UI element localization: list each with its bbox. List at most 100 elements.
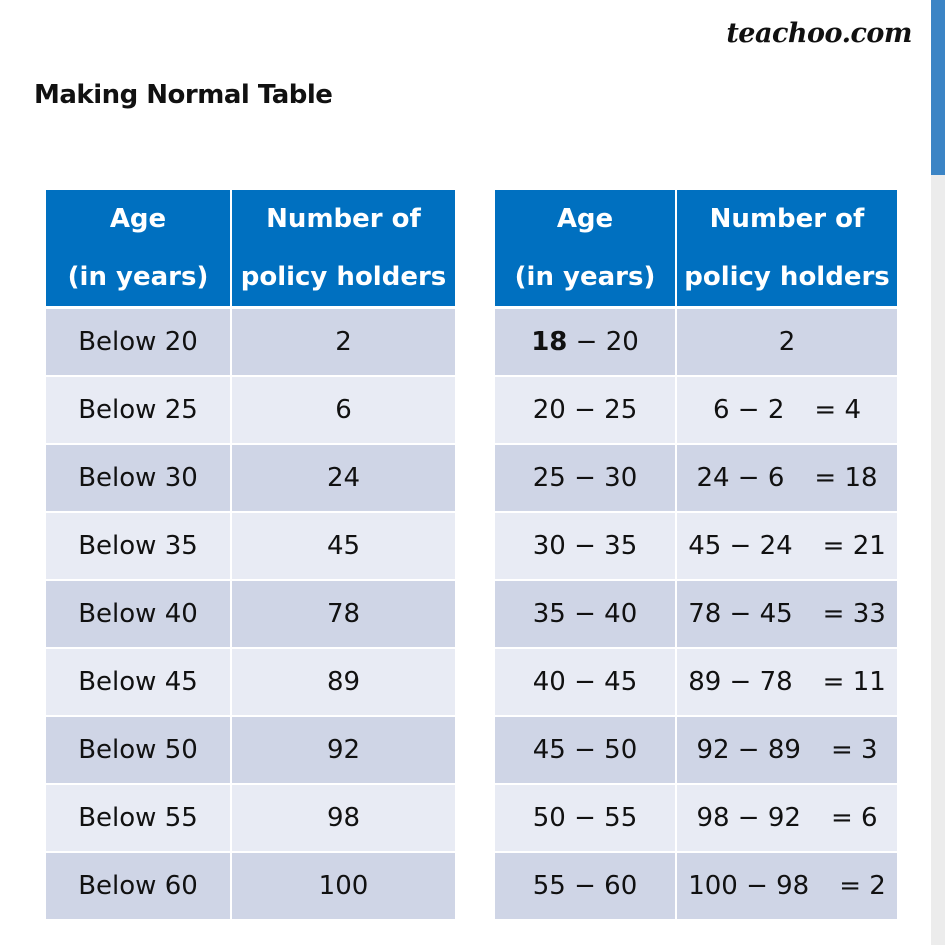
table-row: 55 − 60 100 − 98 = 2 bbox=[495, 852, 897, 919]
normal-frequency-table: Age (in years) Number of policy holders … bbox=[495, 190, 897, 919]
range-to: 55 bbox=[604, 803, 638, 833]
range-from: 18 bbox=[531, 327, 568, 357]
frequency-result: = 3 bbox=[830, 735, 878, 765]
header-age: Age (in years) bbox=[495, 190, 677, 309]
frequency-result: = 18 bbox=[814, 463, 878, 493]
frequency-cell: 78 − 45 = 33 bbox=[676, 580, 897, 649]
range-from: 35 bbox=[532, 599, 566, 629]
range-to: 35 bbox=[604, 531, 638, 561]
age-range-cell: 30 − 35 bbox=[495, 512, 677, 581]
header-count: Number of policy holders bbox=[231, 190, 455, 309]
side-scroll-bar bbox=[931, 0, 945, 945]
frequency-result: = 2 bbox=[839, 871, 886, 901]
header-count-line1: Number of bbox=[266, 204, 421, 234]
age-range-cell: 35 − 40 bbox=[495, 580, 677, 649]
count-cell: 78 bbox=[231, 580, 455, 649]
count-cell: 2 bbox=[231, 307, 455, 377]
frequency-cell: 100 − 98 = 2 bbox=[676, 852, 897, 919]
age-cell: Below 30 bbox=[46, 444, 232, 513]
frequency-cell: 24 − 6 = 18 bbox=[676, 444, 897, 513]
range-from: 50 bbox=[532, 803, 566, 833]
frequency-calc: 92 − 89 bbox=[696, 735, 801, 765]
frequency-cell: 98 − 92 = 6 bbox=[676, 784, 897, 853]
page-title: Making Normal Table bbox=[34, 80, 333, 110]
table-row: Below 35 45 bbox=[46, 512, 455, 581]
age-range-cell: 40 − 45 bbox=[495, 648, 677, 717]
count-cell: 92 bbox=[231, 716, 455, 785]
header-count-line1: Number of bbox=[709, 204, 865, 234]
table-row: Below 25 6 bbox=[46, 376, 455, 445]
frequency-result: = 33 bbox=[822, 599, 886, 629]
age-cell: Below 55 bbox=[46, 784, 232, 853]
range-to: 60 bbox=[604, 871, 638, 901]
frequency-calc: 78 − 45 bbox=[688, 599, 793, 629]
frequency-result: = 21 bbox=[822, 531, 886, 561]
frequency-result: = 6 bbox=[830, 803, 878, 833]
table-row: 18 − 20 2 bbox=[495, 307, 897, 377]
header-age: Age (in years) bbox=[46, 190, 232, 309]
age-range-cell: 18 − 20 bbox=[495, 307, 677, 377]
age-cell: Below 60 bbox=[46, 852, 232, 919]
age-cell: Below 20 bbox=[46, 307, 232, 377]
frequency-result: = 4 bbox=[814, 395, 861, 425]
count-cell: 98 bbox=[231, 784, 455, 853]
table-header-row: Age (in years) Number of policy holders bbox=[46, 190, 455, 309]
frequency-cell: 2 bbox=[676, 307, 897, 377]
range-to: 50 bbox=[604, 735, 638, 765]
range-from: 20 bbox=[532, 395, 566, 425]
frequency-cell: 92 − 89 = 3 bbox=[676, 716, 897, 785]
table-row: 35 − 40 78 − 45 = 33 bbox=[495, 580, 897, 649]
header-count: Number of policy holders bbox=[676, 190, 897, 309]
header-age-line2: (in years) bbox=[514, 262, 656, 292]
frequency-calc: 100 − 98 bbox=[688, 871, 810, 901]
range-to: 45 bbox=[604, 667, 638, 697]
age-cell: Below 25 bbox=[46, 376, 232, 445]
range-from: 55 bbox=[532, 871, 566, 901]
range-from: 25 bbox=[532, 463, 566, 493]
table-row: Below 40 78 bbox=[46, 580, 455, 649]
count-cell: 89 bbox=[231, 648, 455, 717]
frequency-calc: 24 − 6 bbox=[696, 463, 785, 493]
age-cell: Below 35 bbox=[46, 512, 232, 581]
header-age-line2: (in years) bbox=[67, 262, 209, 292]
age-range-cell: 45 − 50 bbox=[495, 716, 677, 785]
table-row: Below 60 100 bbox=[46, 852, 455, 919]
frequency-calc: 45 − 24 bbox=[688, 531, 793, 561]
count-cell: 6 bbox=[231, 376, 455, 445]
frequency-result: = 11 bbox=[822, 667, 886, 697]
age-range-cell: 20 − 25 bbox=[495, 376, 677, 445]
table-row: Below 45 89 bbox=[46, 648, 455, 717]
range-from: 45 bbox=[532, 735, 566, 765]
count-cell: 24 bbox=[231, 444, 455, 513]
frequency-cell: 45 − 24 = 21 bbox=[676, 512, 897, 581]
table-row: Below 55 98 bbox=[46, 784, 455, 853]
table-row: 20 − 25 6 − 2 = 4 bbox=[495, 376, 897, 445]
age-range-cell: 55 − 60 bbox=[495, 852, 677, 919]
age-cell: Below 50 bbox=[46, 716, 232, 785]
range-to: 30 bbox=[604, 463, 638, 493]
age-range-cell: 25 − 30 bbox=[495, 444, 677, 513]
frequency-cell: 89 − 78 = 11 bbox=[676, 648, 897, 717]
range-from: 30 bbox=[532, 531, 566, 561]
frequency-cell: 6 − 2 = 4 bbox=[676, 376, 897, 445]
table-row: Below 30 24 bbox=[46, 444, 455, 513]
table-row: 25 − 30 24 − 6 = 18 bbox=[495, 444, 897, 513]
table-row: Below 50 92 bbox=[46, 716, 455, 785]
side-accent-bar bbox=[931, 0, 945, 175]
brand-logo: teachoo.com bbox=[726, 18, 912, 49]
range-from: 40 bbox=[532, 667, 566, 697]
table-row: 30 − 35 45 − 24 = 21 bbox=[495, 512, 897, 581]
age-cell: Below 45 bbox=[46, 648, 232, 717]
table-row: Below 20 2 bbox=[46, 307, 455, 377]
header-count-line2: policy holders bbox=[240, 262, 447, 292]
frequency-calc: 98 − 92 bbox=[696, 803, 801, 833]
header-count-line2: policy holders bbox=[684, 262, 890, 292]
table-header-row: Age (in years) Number of policy holders bbox=[495, 190, 897, 309]
range-to: 25 bbox=[604, 395, 638, 425]
header-age-line1: Age bbox=[556, 204, 614, 234]
frequency-calc: 6 − 2 bbox=[713, 395, 785, 425]
frequency-result: 2 bbox=[778, 327, 796, 357]
table-row: 45 − 50 92 − 89 = 3 bbox=[495, 716, 897, 785]
age-range-cell: 50 − 55 bbox=[495, 784, 677, 853]
frequency-calc: 89 − 78 bbox=[688, 667, 793, 697]
